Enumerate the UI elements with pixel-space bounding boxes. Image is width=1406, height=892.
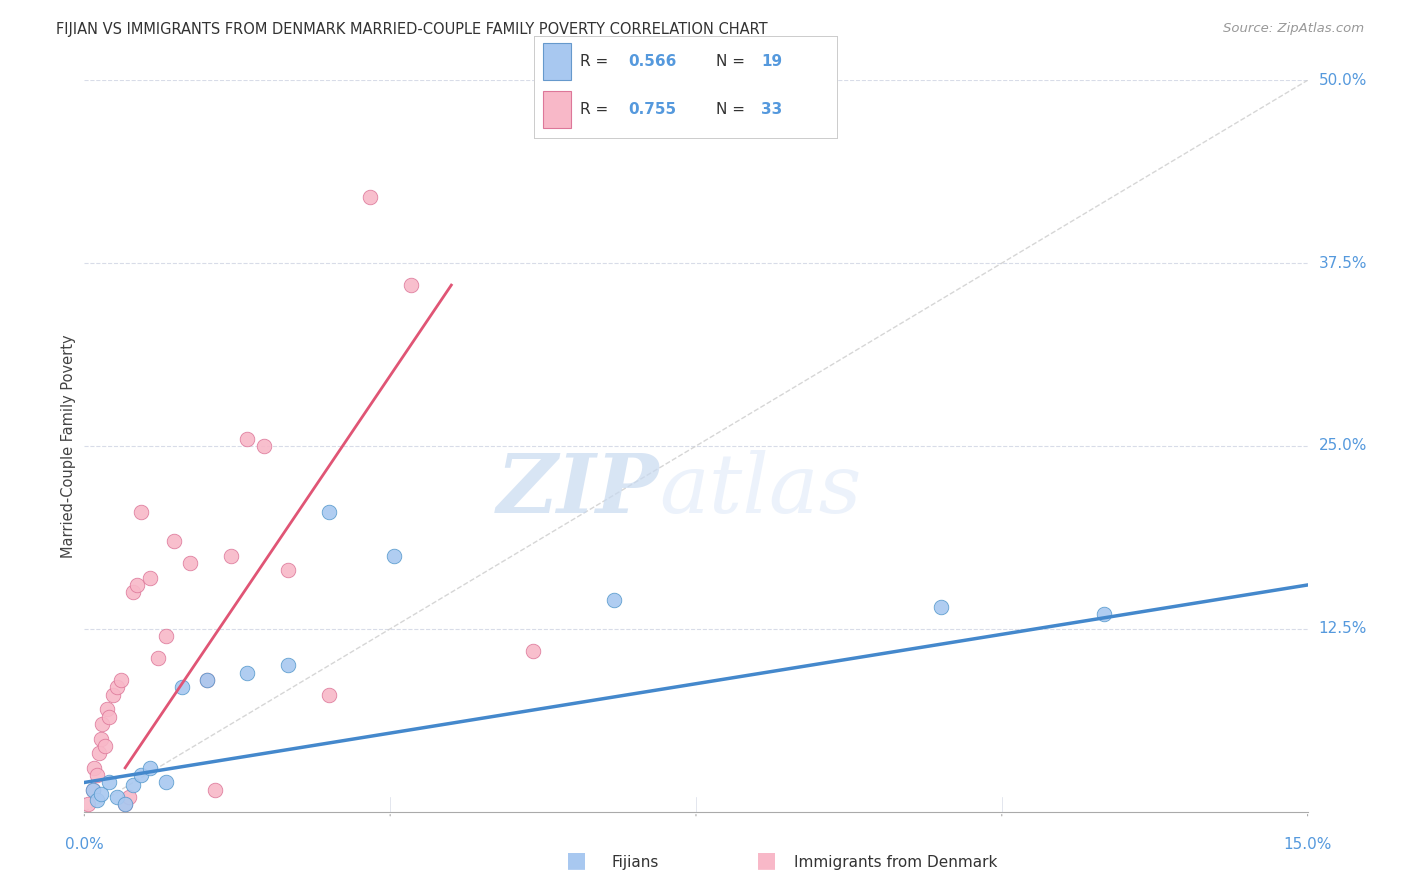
Point: [96, 702, 118, 716]
Point: [82, 782, 104, 797]
Point: [163, 534, 186, 549]
Point: [83, 761, 105, 775]
Text: 0.755: 0.755: [628, 102, 676, 117]
Text: atlas: atlas: [659, 450, 862, 530]
Point: [522, 644, 544, 658]
Text: 12.5%: 12.5%: [1319, 622, 1367, 636]
Point: [122, 585, 145, 599]
Point: [929, 599, 952, 614]
Point: [86, 793, 108, 807]
Point: [114, 797, 136, 812]
Point: [253, 439, 276, 453]
Bar: [543, 91, 571, 128]
Point: [318, 505, 340, 519]
Point: [90, 787, 112, 801]
Text: 33: 33: [761, 102, 782, 117]
Point: [359, 190, 381, 204]
Point: [172, 681, 194, 695]
Point: [131, 505, 153, 519]
Bar: [543, 43, 571, 79]
Point: [1092, 607, 1115, 622]
Text: 25.0%: 25.0%: [1319, 439, 1367, 453]
Point: [603, 592, 626, 607]
Point: [382, 549, 405, 563]
Point: [155, 629, 177, 643]
Point: [219, 549, 242, 563]
Point: [82, 782, 104, 797]
Text: 15.0%: 15.0%: [1284, 837, 1331, 852]
Point: [399, 278, 422, 293]
Point: [195, 673, 218, 687]
Point: [105, 790, 128, 805]
Point: [277, 658, 299, 673]
Text: R =: R =: [579, 54, 613, 69]
Point: [155, 775, 177, 789]
Text: 50.0%: 50.0%: [1319, 73, 1367, 87]
Point: [204, 782, 226, 797]
Y-axis label: Married-Couple Family Poverty: Married-Couple Family Poverty: [60, 334, 76, 558]
Point: [101, 688, 124, 702]
Text: ■: ■: [567, 850, 586, 870]
Point: [105, 681, 128, 695]
Text: R =: R =: [579, 102, 613, 117]
Point: [195, 673, 218, 687]
Text: 37.5%: 37.5%: [1319, 256, 1367, 270]
Point: [86, 768, 108, 782]
Point: [236, 665, 259, 680]
Point: [138, 571, 160, 585]
Point: [318, 688, 340, 702]
Text: 0.566: 0.566: [628, 54, 676, 69]
Point: [97, 775, 120, 789]
Point: [77, 797, 100, 812]
Point: [118, 790, 141, 805]
Point: [277, 563, 299, 577]
Point: [138, 761, 160, 775]
Text: Immigrants from Denmark: Immigrants from Denmark: [794, 855, 998, 870]
Point: [146, 651, 169, 665]
Point: [87, 746, 110, 760]
Point: [131, 768, 153, 782]
Point: [97, 709, 120, 723]
Point: [93, 739, 115, 753]
Point: [90, 731, 112, 746]
Text: Source: ZipAtlas.com: Source: ZipAtlas.com: [1223, 22, 1364, 36]
Point: [122, 778, 145, 792]
Text: ZIP: ZIP: [496, 450, 659, 530]
Text: ■: ■: [756, 850, 776, 870]
Point: [179, 556, 201, 570]
Point: [110, 673, 132, 687]
Text: 0.0%: 0.0%: [65, 837, 104, 852]
Point: [114, 797, 136, 812]
Text: Fijians: Fijians: [612, 855, 659, 870]
Text: FIJIAN VS IMMIGRANTS FROM DENMARK MARRIED-COUPLE FAMILY POVERTY CORRELATION CHAR: FIJIAN VS IMMIGRANTS FROM DENMARK MARRIE…: [56, 22, 768, 37]
Point: [236, 432, 259, 446]
Point: [127, 578, 149, 592]
Text: 19: 19: [761, 54, 782, 69]
Point: [91, 717, 114, 731]
Text: N =: N =: [716, 54, 749, 69]
Text: N =: N =: [716, 102, 749, 117]
